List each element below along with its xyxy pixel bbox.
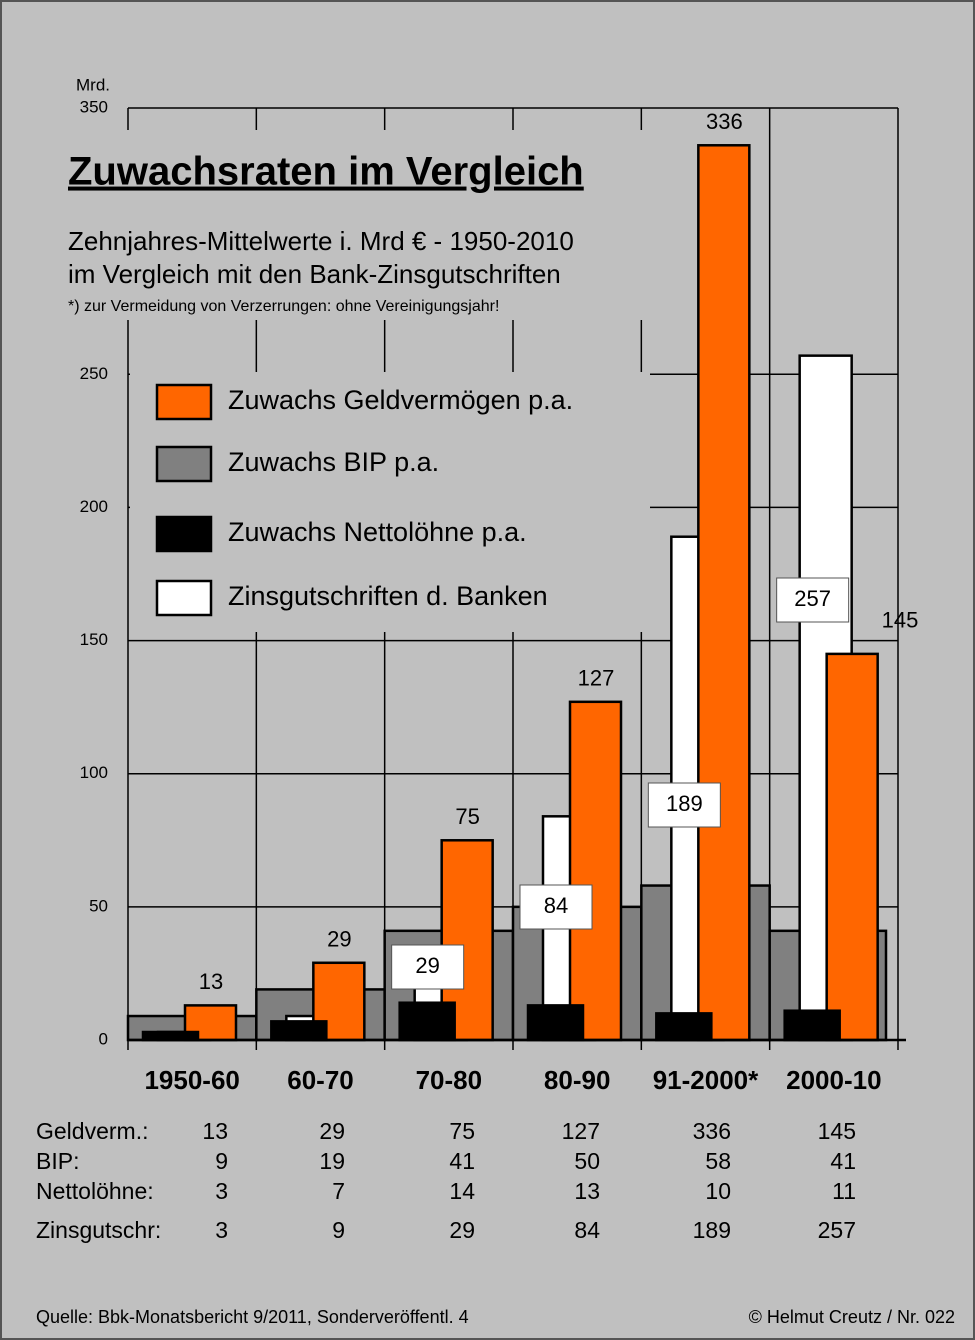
subtitle: Zehnjahres-Mittelwerte i. Mrd € - 1950-2… bbox=[68, 226, 574, 256]
x-tick-label: 80-90 bbox=[544, 1065, 611, 1095]
table-value: 336 bbox=[693, 1118, 731, 1144]
credit: © Helmut Creutz / Nr. 022 bbox=[749, 1307, 955, 1327]
row-label: Nettolöhne: bbox=[36, 1178, 154, 1204]
title-bg bbox=[60, 130, 655, 320]
bar bbox=[568, 700, 623, 1042]
legend-label: Zuwachs BIP p.a. bbox=[228, 447, 439, 477]
table-value: 145 bbox=[818, 1118, 856, 1144]
y-axis-label: Mrd. bbox=[76, 75, 110, 94]
table-value: 14 bbox=[449, 1178, 475, 1204]
legend-bg bbox=[130, 372, 650, 632]
y-tick-label: 250 bbox=[80, 364, 108, 383]
label-box bbox=[391, 944, 465, 990]
row-label: Geldverm.: bbox=[36, 1118, 148, 1144]
bar bbox=[783, 1009, 841, 1042]
bar bbox=[398, 1001, 456, 1042]
table-value: 3 bbox=[215, 1178, 228, 1204]
bar bbox=[655, 1012, 713, 1042]
legend-label: Zuwachs Nettolöhne p.a. bbox=[228, 517, 527, 547]
table-value: 41 bbox=[449, 1148, 475, 1174]
bar bbox=[183, 1004, 238, 1042]
bar bbox=[697, 144, 751, 1042]
value-label: 29 bbox=[415, 953, 439, 978]
table-value: 13 bbox=[202, 1118, 228, 1144]
subtitle: im Vergleich mit den Bank-Zinsgutschrift… bbox=[68, 259, 561, 289]
table-value: 50 bbox=[574, 1148, 600, 1174]
value-label: 257 bbox=[794, 586, 831, 611]
y-tick-label: 0 bbox=[99, 1029, 108, 1048]
y-tick-label: 150 bbox=[80, 630, 108, 649]
x-tick-label: 2000-10 bbox=[786, 1065, 881, 1095]
chart-title: Zuwachsraten im Vergleich bbox=[68, 150, 584, 194]
bar bbox=[825, 652, 879, 1042]
x-tick-label: 1950-60 bbox=[144, 1065, 239, 1095]
table-value: 84 bbox=[574, 1217, 600, 1243]
legend-swatch bbox=[155, 579, 213, 617]
bar bbox=[270, 1020, 328, 1042]
x-tick-label: 60-70 bbox=[287, 1065, 354, 1095]
legend-swatch bbox=[155, 383, 213, 421]
table-value: 11 bbox=[832, 1178, 856, 1204]
y-tick-label: 350 bbox=[80, 97, 108, 116]
table-value: 257 bbox=[818, 1217, 856, 1243]
table-value: 29 bbox=[449, 1217, 475, 1243]
table-value: 189 bbox=[693, 1217, 731, 1243]
x-tick-label: 91-2000* bbox=[653, 1065, 759, 1095]
x-tick-label: 70-80 bbox=[416, 1065, 483, 1095]
table-value: 41 bbox=[830, 1148, 856, 1174]
value-label: 29 bbox=[327, 927, 351, 952]
table-value: 58 bbox=[705, 1148, 731, 1174]
table-value: 75 bbox=[449, 1118, 475, 1144]
row-label: BIP: bbox=[36, 1148, 79, 1174]
bar bbox=[526, 1004, 585, 1042]
table-value: 3 bbox=[215, 1217, 228, 1243]
legend-label: Zuwachs Geldvermögen p.a. bbox=[228, 385, 573, 415]
table-value: 7 bbox=[332, 1178, 345, 1204]
table-value: 13 bbox=[574, 1178, 600, 1204]
table-value: 10 bbox=[705, 1178, 731, 1204]
value-label: 145 bbox=[882, 608, 919, 633]
value-label: 84 bbox=[544, 893, 568, 918]
y-tick-label: 50 bbox=[89, 896, 108, 915]
row-label: Zinsgutschr: bbox=[36, 1217, 161, 1243]
table-value: 127 bbox=[562, 1118, 600, 1144]
source: Quelle: Bbk-Monatsbericht 9/2011, Sonder… bbox=[36, 1307, 469, 1327]
note: *) zur Vermeidung von Verzerrungen: ohne… bbox=[68, 298, 499, 315]
value-label: 127 bbox=[578, 666, 615, 691]
table-value: 9 bbox=[332, 1217, 345, 1243]
table-value: 9 bbox=[215, 1148, 228, 1174]
value-label: 336 bbox=[706, 109, 743, 134]
legend-label: Zinsgutschriften d. Banken bbox=[228, 581, 548, 611]
y-tick-label: 100 bbox=[80, 763, 108, 782]
value-label: 75 bbox=[455, 804, 479, 829]
value-label: 13 bbox=[199, 969, 223, 994]
legend-swatch bbox=[155, 445, 213, 483]
legend-swatch bbox=[155, 515, 213, 553]
label-box bbox=[647, 782, 721, 828]
y-tick-label: 200 bbox=[80, 497, 108, 516]
label-box bbox=[519, 884, 593, 930]
table-value: 19 bbox=[319, 1148, 345, 1174]
value-label: 189 bbox=[666, 791, 703, 816]
table-value: 29 bbox=[319, 1118, 345, 1144]
label-box bbox=[776, 577, 850, 623]
